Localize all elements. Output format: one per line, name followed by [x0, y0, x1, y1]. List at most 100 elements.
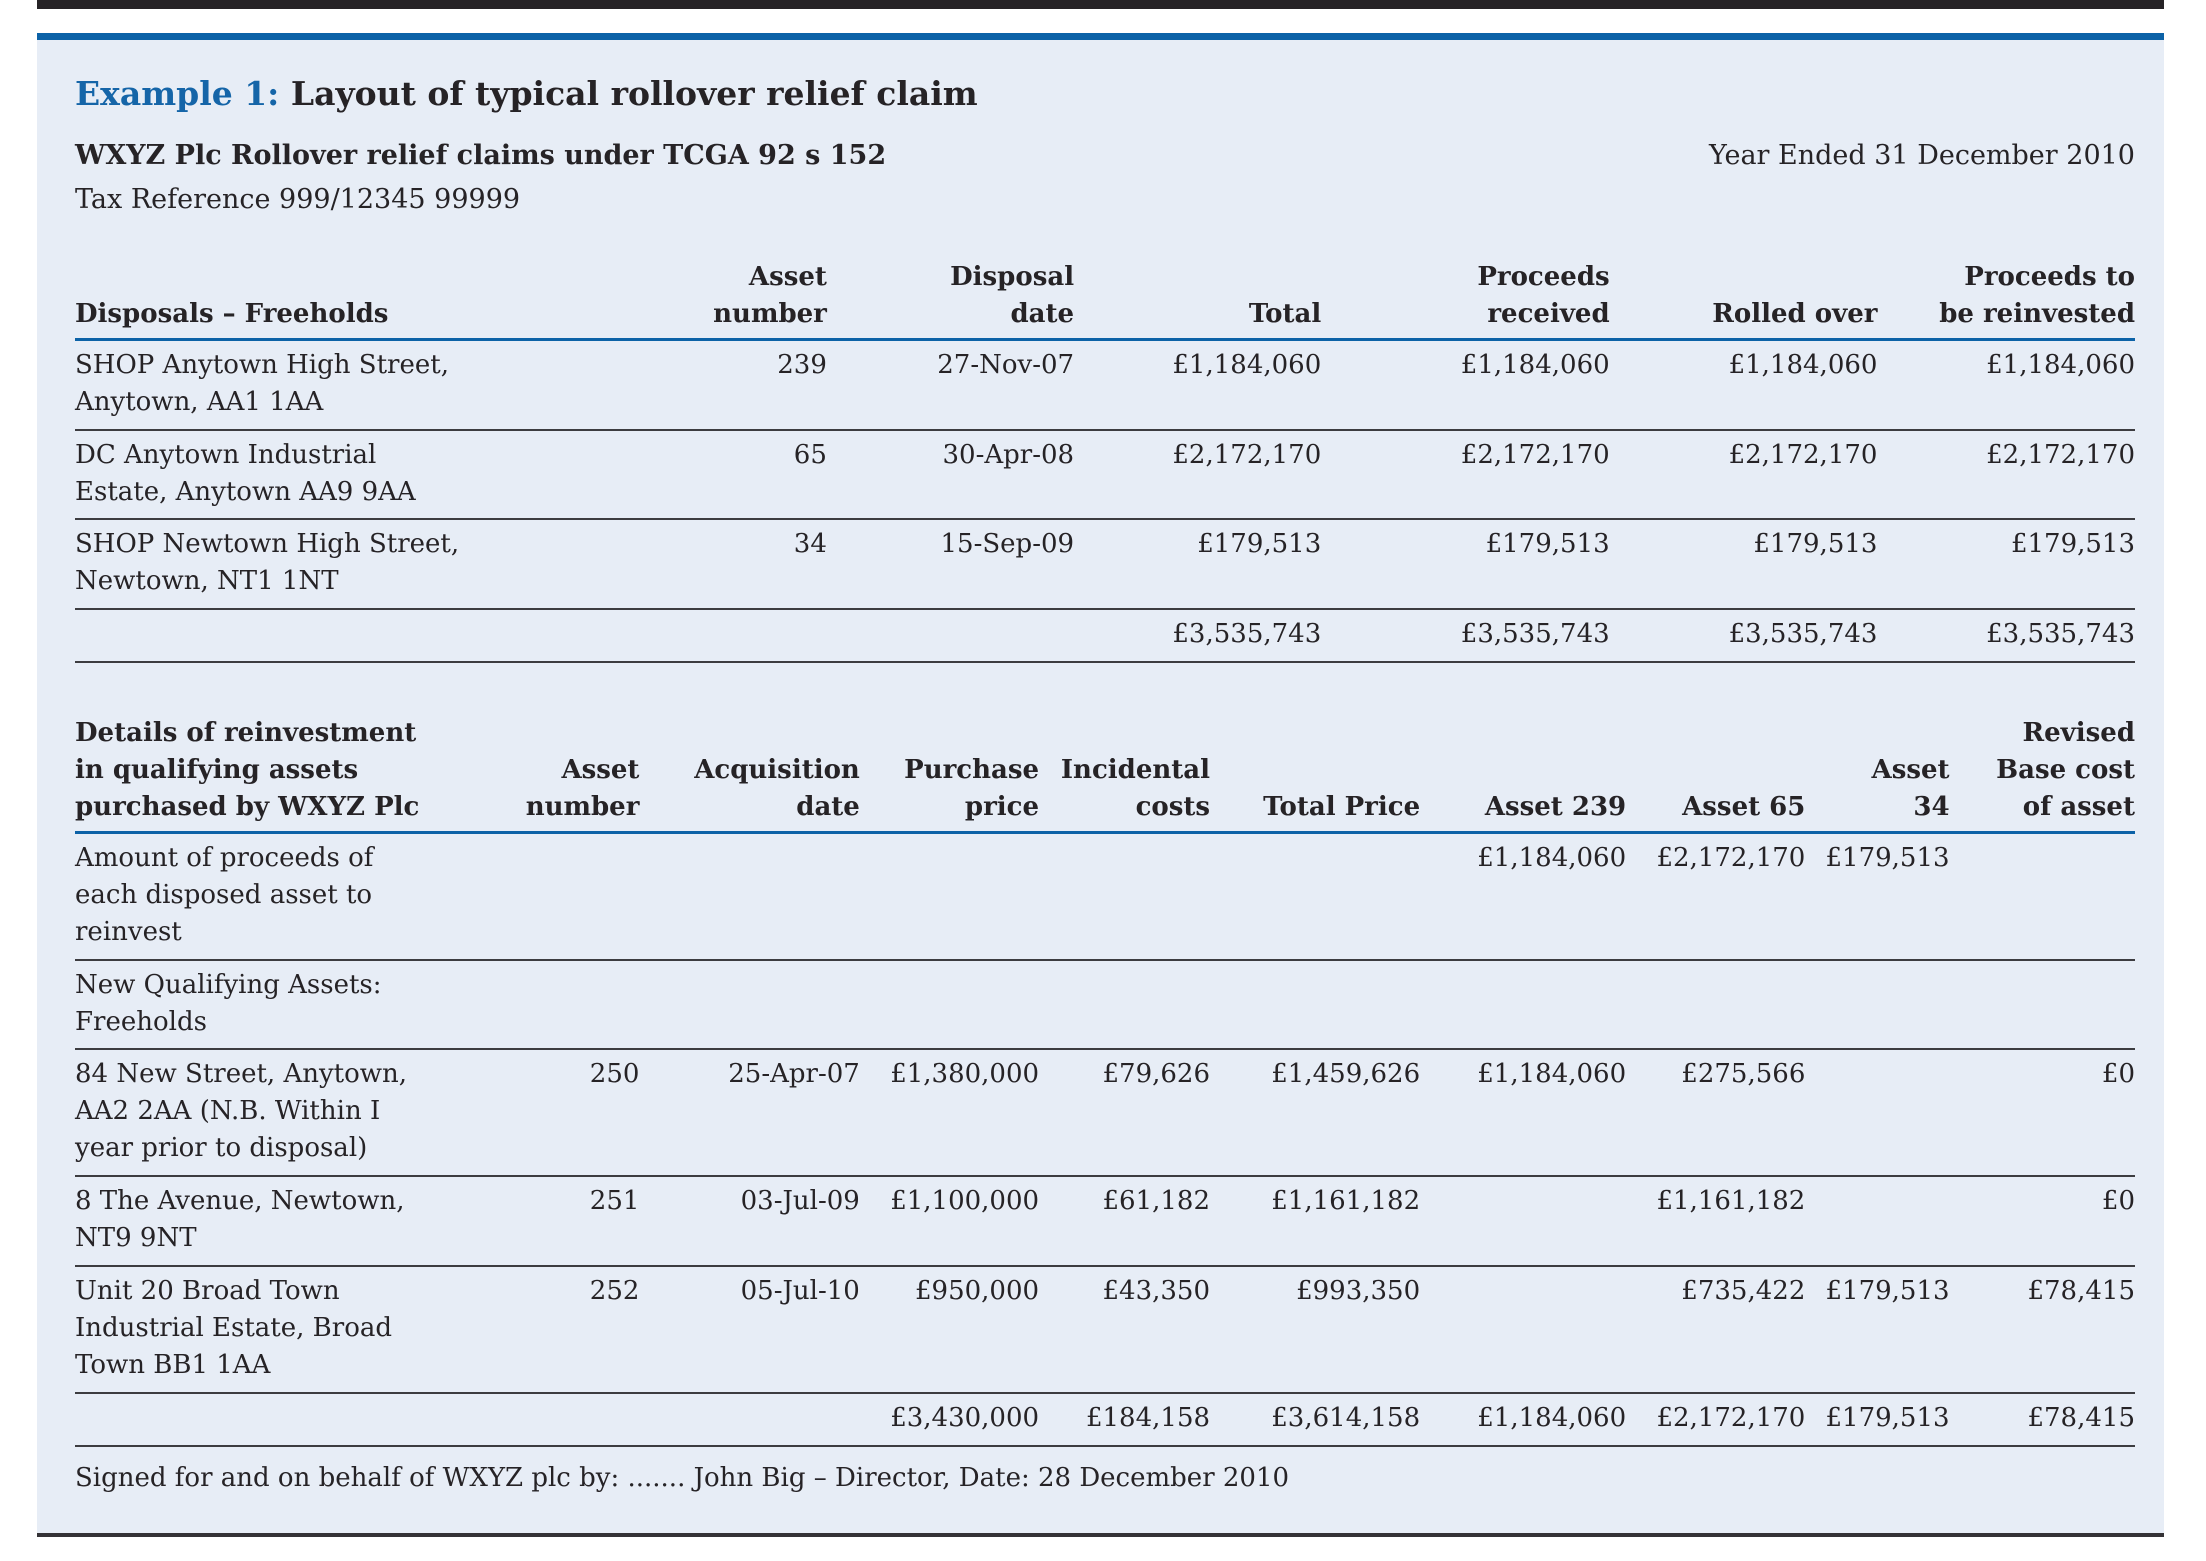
- table-cell: [1210, 959, 1421, 1051]
- example-panel: Example 1: Layout of typical rollover re…: [37, 33, 2164, 1537]
- table-cell: [1949, 832, 2135, 961]
- column-header: Total Price: [1210, 715, 1421, 834]
- table-cell: £43,350: [1039, 1265, 1211, 1394]
- table-cell: £1,380,000: [859, 1049, 1040, 1178]
- table-cell: DC Anytown Industrial Estate, Anytown AA…: [75, 429, 673, 521]
- table-cell: [859, 959, 1040, 1051]
- totals-row: £3,535,743 £3,535,743 £3,535,743 £3,535,743: [75, 609, 2135, 664]
- table-cell: [519, 959, 640, 1051]
- table-cell: [1626, 959, 1806, 1051]
- example-label: Example 1:: [75, 74, 280, 113]
- table-row: 8 The Avenue, Newtown, NT9 9NT 251 03-Jul-…: [75, 1176, 2135, 1267]
- table-cell: £3,535,743: [1074, 609, 1322, 664]
- table-cell: Unit 20 Broad Town Industrial Estate, Br…: [75, 1265, 520, 1394]
- table-cell: [1420, 959, 1627, 1051]
- table-cell: 25-Apr-07: [639, 1049, 860, 1178]
- column-header: Proceeds received: [1321, 259, 1610, 341]
- column-header: Asset 65: [1626, 715, 1806, 834]
- table-cell: [639, 832, 860, 961]
- table-cell: 252: [519, 1265, 640, 1394]
- table-cell: £1,184,060: [1877, 339, 2135, 431]
- table-cell: £3,535,743: [1877, 609, 2135, 664]
- table-cell: £1,100,000: [859, 1176, 1040, 1267]
- column-header: Asset number: [672, 259, 827, 341]
- table-cell: [672, 609, 827, 664]
- table-cell: 239: [672, 339, 827, 431]
- table-cell: £1,184,060: [1420, 832, 1627, 961]
- table-row: Amount of proceeds of each disposed asse…: [75, 832, 2135, 961]
- table-cell: £1,161,182: [1626, 1176, 1806, 1267]
- table-cell: £2,172,170: [1626, 1392, 1806, 1447]
- signature-line: Signed for and on behalf of WXYZ plc by:…: [75, 1462, 1290, 1493]
- column-header: Asset 239: [1420, 715, 1627, 834]
- column-header: Acquisition date: [639, 715, 860, 834]
- page-title: Example 1: Layout of typical rollover re…: [75, 74, 2135, 114]
- tax-reference: Tax Reference 999/12345 99999: [75, 184, 521, 216]
- table-cell: £78,415: [1949, 1392, 2135, 1447]
- table-cell: [75, 609, 673, 664]
- table-cell: £1,184,060: [1609, 339, 1878, 431]
- column-header: Proceeds to be reinvested: [1877, 259, 2135, 341]
- table-row: SHOP Newtown High Street, Newtown, NT1 1…: [75, 519, 2135, 611]
- table-row: New Qualifying Assets: Freeholds: [75, 959, 2135, 1051]
- table-cell: [1420, 1265, 1627, 1394]
- table-cell: £0: [1949, 1176, 2135, 1267]
- claim-heading: WXYZ Plc Rollover relief claims under TC…: [75, 139, 887, 171]
- table-cell: £179,513: [1074, 519, 1322, 611]
- table-cell: 65: [672, 429, 827, 521]
- column-header: Disposal date: [826, 259, 1075, 341]
- table-cell: £3,614,158: [1210, 1392, 1421, 1447]
- table-cell: £61,182: [1039, 1176, 1211, 1267]
- table-cell: [1210, 832, 1421, 961]
- table-cell: [1805, 1176, 1950, 1267]
- top-rule-bar: [37, 0, 2164, 9]
- table-cell: £3,535,743: [1609, 609, 1878, 664]
- column-header: Purchase price: [859, 715, 1040, 834]
- table-cell: 30-Apr-08: [826, 429, 1075, 521]
- table-cell: [859, 832, 1040, 961]
- column-header: Asset number: [519, 715, 640, 834]
- table-cell: £2,172,170: [1626, 832, 1806, 961]
- table-cell: £950,000: [859, 1265, 1040, 1394]
- table-cell: £1,184,060: [1074, 339, 1322, 431]
- table-cell: 84 New Street, Anytown, AA2 2AA (N.B. Wi…: [75, 1049, 520, 1178]
- reinvestment-table: Details of reinvestment in qualifying as…: [75, 715, 2135, 1447]
- table-cell: [1420, 1176, 1627, 1267]
- table-cell: [1805, 959, 1950, 1051]
- table-row: Unit 20 Broad Town Industrial Estate, Br…: [75, 1265, 2135, 1394]
- table-cell: SHOP Anytown High Street, Anytown, AA1 1…: [75, 339, 673, 431]
- table-cell: [1039, 832, 1211, 961]
- table-cell: £275,566: [1626, 1049, 1806, 1178]
- table-cell: £184,158: [1039, 1392, 1211, 1447]
- table-cell: 34: [672, 519, 827, 611]
- table-cell: £179,513: [1877, 519, 2135, 611]
- table-cell: [1805, 1049, 1950, 1178]
- table-cell: £0: [1949, 1049, 2135, 1178]
- table-cell: £993,350: [1210, 1265, 1421, 1394]
- table-cell: 27-Nov-07: [826, 339, 1075, 431]
- table-cell: £179,513: [1805, 1265, 1950, 1394]
- table-cell: £179,513: [1321, 519, 1610, 611]
- table-cell: £1,161,182: [1210, 1176, 1421, 1267]
- table-row: SHOP Anytown High Street, Anytown, AA1 1…: [75, 339, 2135, 431]
- claim-header-row: WXYZ Plc Rollover relief claims under TC…: [75, 138, 2135, 174]
- disposals-table: Disposals – Freeholds Asset number Disposa…: [75, 259, 2135, 664]
- title-text: Layout of typical rollover relief claim: [279, 74, 978, 113]
- table-cell: £1,184,060: [1420, 1392, 1627, 1447]
- disposals-header-row: Disposals – Freeholds Asset number Disposa…: [75, 259, 2135, 341]
- table-cell: 15-Sep-09: [826, 519, 1075, 611]
- column-header: Details of reinvestment in qualifying as…: [75, 715, 520, 834]
- table-cell: 05-Jul-10: [639, 1265, 860, 1394]
- table-cell: £1,184,060: [1420, 1049, 1627, 1178]
- table-cell: £179,513: [1805, 832, 1950, 961]
- table-cell: £1,184,060: [1321, 339, 1610, 431]
- table-cell: 251: [519, 1176, 640, 1267]
- table-cell: £2,172,170: [1877, 429, 2135, 521]
- table-cell: SHOP Newtown High Street, Newtown, NT1 1…: [75, 519, 673, 611]
- column-header: Total: [1074, 259, 1322, 341]
- column-header: Revised Base cost of asset: [1949, 715, 2135, 834]
- table-cell: £2,172,170: [1321, 429, 1610, 521]
- table-cell: £179,513: [1805, 1392, 1950, 1447]
- column-header: Disposals – Freeholds: [75, 259, 673, 341]
- table-cell: £179,513: [1609, 519, 1878, 611]
